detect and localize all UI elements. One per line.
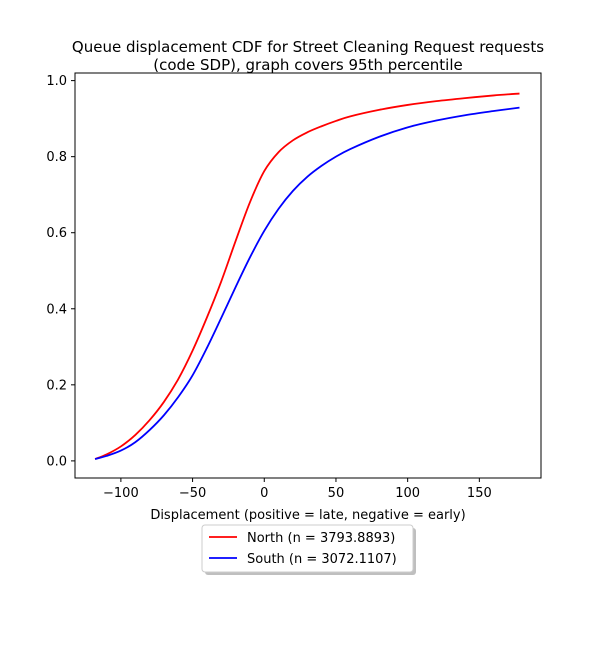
x-axis-label: Displacement (positive = late, negative … bbox=[150, 508, 465, 523]
legend: North (n = 3793.8893) South (n = 3072.11… bbox=[201, 524, 416, 575]
legend-label-north: North (n = 3793.8893) bbox=[247, 531, 395, 546]
x-tick-label: 150 bbox=[467, 486, 492, 501]
x-tick-label: −100 bbox=[103, 486, 139, 501]
y-tick-label: 1.0 bbox=[46, 74, 67, 89]
y-tick-label: 0.2 bbox=[46, 378, 67, 393]
y-tick-label: 0.8 bbox=[46, 150, 67, 165]
series-line-north bbox=[94, 92, 520, 460]
chart-title-line-1: Queue displacement CDF for Street Cleani… bbox=[72, 38, 544, 56]
y-tick-label: 0.6 bbox=[46, 226, 67, 241]
x-tick-label: 0 bbox=[260, 486, 268, 501]
plot-frame bbox=[74, 72, 542, 479]
x-tick-label: 100 bbox=[395, 486, 420, 501]
chart-title-line-2: (code SDP), graph covers 95th percentile bbox=[153, 56, 463, 74]
x-tick-label: 50 bbox=[328, 486, 345, 501]
legend-box bbox=[201, 524, 414, 573]
x-tick-label: −50 bbox=[179, 486, 206, 501]
x-axis-ticks: −100 −50 0 50 100 150 bbox=[103, 478, 492, 501]
y-axis-ticks: 0.0 0.2 0.4 0.6 0.8 1.0 bbox=[46, 74, 75, 469]
legend-label-south: South (n = 3072.1107) bbox=[247, 552, 397, 567]
series-line-south bbox=[94, 106, 520, 460]
y-tick-label: 0.4 bbox=[46, 302, 67, 317]
y-tick-label: 0.0 bbox=[46, 454, 67, 469]
plot-lines bbox=[94, 92, 520, 460]
